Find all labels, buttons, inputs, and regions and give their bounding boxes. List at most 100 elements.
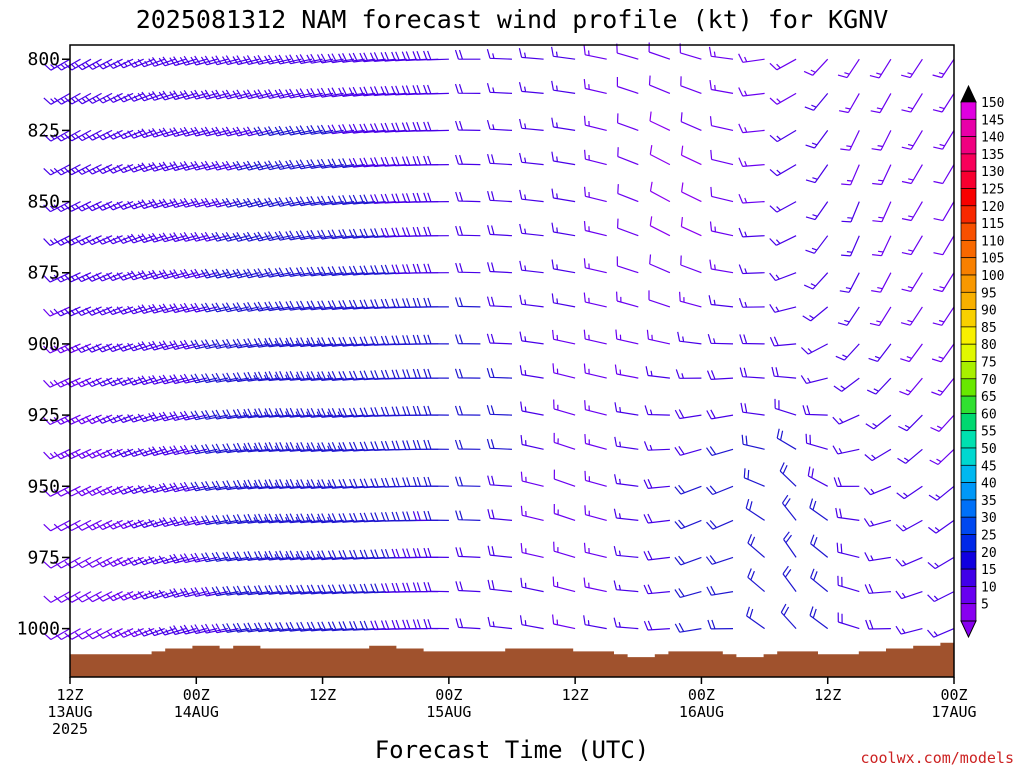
wind-barb (285, 267, 313, 277)
wind-barb (306, 300, 334, 311)
wind-barb (295, 54, 323, 65)
wind-barb (264, 479, 292, 490)
wind-barb (769, 235, 797, 246)
colorbar-swatch (960, 447, 977, 466)
wind-barb (616, 291, 639, 308)
colorbar-label: 100 (981, 269, 1004, 284)
wind-barb (43, 129, 71, 142)
wind-barb (649, 181, 671, 203)
wind-barb (306, 479, 334, 489)
wind-barb (486, 83, 513, 94)
wind-barb (933, 272, 955, 293)
wind-barb (348, 299, 376, 310)
wind-barb (211, 514, 239, 525)
wind-barb (190, 481, 218, 492)
wind-barb (43, 556, 71, 569)
wind-barb (518, 82, 544, 94)
wind-barb (933, 235, 955, 256)
colorbar-swatch (960, 499, 977, 518)
wind-barb (179, 481, 207, 492)
wind-barb (643, 550, 670, 561)
wind-barb (95, 235, 123, 245)
wind-barb (285, 621, 313, 632)
colorbar-swatch (960, 343, 977, 362)
wind-barb (243, 302, 271, 312)
wind-barb (158, 445, 186, 456)
wind-barb (616, 256, 639, 274)
wind-barb (285, 584, 313, 595)
wind-barb (85, 377, 113, 388)
wind-barb (359, 86, 386, 97)
wind-barb (486, 119, 513, 131)
wind-barb (646, 329, 671, 345)
wind-barb (74, 556, 102, 569)
x-tick-label: 12Z (56, 686, 83, 704)
wind-barb (896, 485, 923, 500)
colorbar-swatch (960, 603, 977, 622)
wind-barb (285, 300, 313, 311)
wind-barb (274, 301, 302, 311)
wind-barb (317, 229, 344, 240)
wind-barb (85, 414, 113, 425)
wind-barb (520, 543, 544, 558)
wind-barb (43, 377, 71, 388)
chart-title: 2025081312 NAM forecast wind profile (kt… (136, 5, 889, 34)
wind-barb (190, 587, 218, 597)
colorbar-label: 75 (981, 356, 997, 371)
wind-barb (643, 479, 670, 489)
wind-barb (348, 265, 376, 276)
wind-barb (487, 153, 513, 166)
wind-barb (519, 189, 544, 203)
wind-barb (285, 230, 313, 241)
wind-barb (317, 442, 344, 452)
wind-barb (486, 405, 513, 416)
x-tick-label: 13AUG (47, 703, 92, 721)
wind-barb (583, 221, 607, 237)
wind-barb (551, 222, 576, 237)
wind-barb (295, 159, 323, 170)
wind-barb (708, 46, 734, 60)
wind-barb (895, 625, 923, 635)
wind-barb (738, 227, 765, 238)
wind-barb (317, 584, 344, 595)
wind-barb (106, 58, 134, 69)
wind-barb (264, 337, 292, 348)
wind-barb (306, 621, 334, 632)
wind-barb (553, 432, 576, 450)
wind-barb (739, 334, 765, 345)
wind-barb (898, 414, 923, 432)
wind-barb (930, 414, 955, 432)
wind-barb (552, 576, 576, 593)
wind-barb (675, 369, 702, 379)
wind-barb (232, 479, 260, 490)
wind-barb (807, 466, 828, 487)
wind-barb (583, 292, 607, 308)
colorbar-label: 60 (981, 407, 997, 422)
wind-barb (674, 622, 702, 633)
wind-barb (680, 76, 702, 94)
wind-barb (95, 129, 123, 141)
wind-barb (518, 48, 544, 60)
x-tick-label: 12Z (309, 686, 336, 704)
wind-barb (106, 628, 134, 639)
wind-barb (644, 405, 670, 416)
wind-barb (275, 407, 302, 418)
wind-barb (674, 409, 702, 420)
wind-barb (423, 510, 449, 521)
wind-barb (551, 80, 576, 94)
colorbar-label: 15 (981, 563, 997, 578)
colorbar-label: 80 (981, 338, 997, 353)
wind-barb (338, 441, 365, 452)
wind-barb (106, 448, 134, 458)
wind-barb (648, 75, 671, 94)
wind-barb (179, 373, 207, 384)
wind-barb (901, 201, 923, 222)
wind-barb (519, 260, 544, 274)
wind-barb (455, 476, 481, 487)
wind-barb (423, 263, 449, 274)
colorbar-under-triangle (960, 620, 977, 639)
y-tick-label: 900 (27, 334, 60, 355)
colorbar-swatch (960, 257, 977, 276)
wind-barb (454, 439, 481, 450)
wind-barb (43, 272, 71, 283)
